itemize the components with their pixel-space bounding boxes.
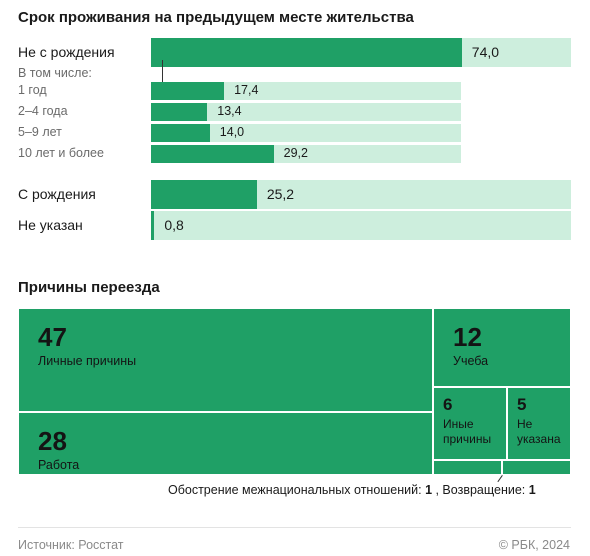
- treemap-label: Работа: [38, 458, 80, 472]
- treemap-value: 5: [517, 395, 527, 414]
- treemap-small-items-note: Обострение межнациональных отношений: 1 …: [168, 483, 536, 497]
- treemap-tile: [433, 460, 502, 475]
- bar-category-label: 2–4 года: [18, 104, 68, 118]
- bar-group-connector: [162, 60, 163, 82]
- bar-subheader: В том числе:: [18, 66, 92, 80]
- bar: [151, 82, 225, 100]
- treemap-label: Не указана: [517, 417, 561, 446]
- treemap-tile: [433, 308, 571, 387]
- treemap-value: 28: [38, 426, 67, 456]
- bar: [151, 124, 210, 142]
- note-value-1: 1: [425, 483, 433, 497]
- footer-divider: [18, 527, 571, 528]
- bar-value-label: 29,2: [283, 146, 308, 160]
- bar: [151, 180, 257, 209]
- bar-category-label: С рождения: [18, 186, 96, 202]
- note-value-2: 1: [528, 483, 536, 497]
- bar-value-label: 14,0: [219, 125, 245, 139]
- note-text-1: Обострение межнациональных отношений:: [168, 483, 426, 497]
- bar-value-label: 74,0: [471, 44, 500, 60]
- source-label: Источник: Росстат: [18, 538, 124, 552]
- bar: [151, 211, 155, 240]
- bar: [151, 145, 274, 163]
- treemap-value: 47: [38, 322, 67, 352]
- section-title-duration: Срок проживания на предыдущем месте жите…: [18, 9, 414, 26]
- treemap-label: Учеба: [453, 354, 489, 368]
- bar: [151, 38, 462, 67]
- bar-track: [151, 82, 461, 100]
- bar-category-label: Не с рождения: [18, 44, 115, 60]
- bar-value-label: 13,4: [217, 104, 242, 118]
- treemap-value: 6: [443, 395, 453, 414]
- treemap-value: 12: [453, 322, 482, 352]
- bar: [151, 103, 208, 121]
- treemap-tile: [507, 387, 571, 460]
- bar-category-label: 5–9 лет: [18, 125, 62, 139]
- bar-track: [151, 124, 461, 142]
- bar-value-label: 0,8: [164, 217, 184, 233]
- section-title-reasons: Причины переезда: [18, 279, 160, 296]
- bar-track: [151, 211, 571, 240]
- bar-value-label: 17,4: [234, 83, 259, 97]
- copyright-label: © РБК, 2024: [498, 538, 570, 552]
- treemap-tile: [18, 412, 433, 475]
- treemap-label: Иные причины: [443, 417, 492, 446]
- treemap-tile: [18, 308, 433, 412]
- bar-category-label: 1 год: [18, 83, 47, 97]
- bar-category-label: Не указан: [18, 217, 83, 233]
- bar-track: [151, 103, 461, 121]
- bar-value-label: 25,2: [266, 186, 295, 202]
- treemap-label: Личные причины: [38, 354, 137, 368]
- treemap-tile: [433, 387, 507, 460]
- note-connector: [497, 475, 503, 483]
- note-sep: , Возвращение:: [432, 483, 529, 497]
- treemap-tile: [502, 460, 571, 475]
- bar-category-label: 10 лет и более: [18, 146, 104, 160]
